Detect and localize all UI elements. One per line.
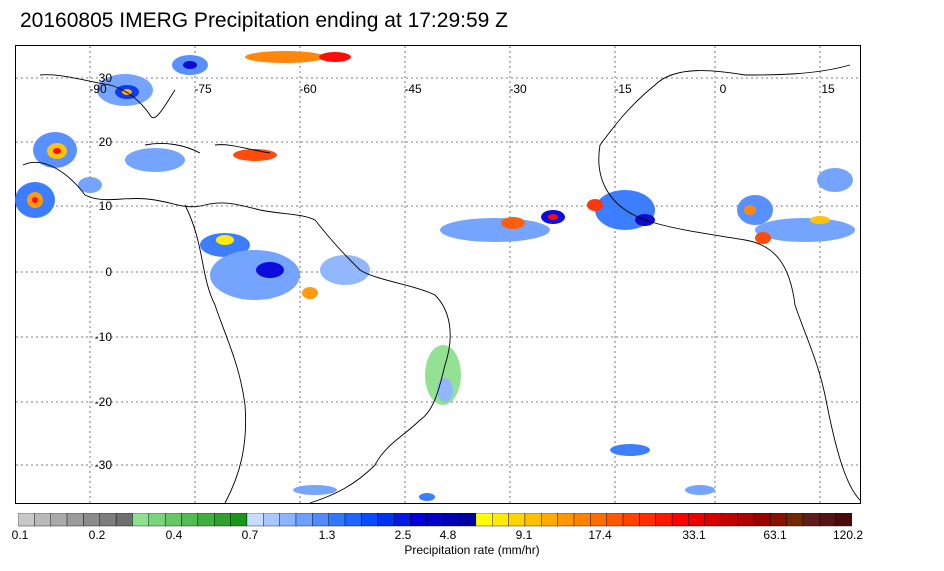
- colorbar-swatch: [704, 513, 722, 527]
- colorbar-swatch: [393, 513, 411, 527]
- colorbar-swatch: [99, 513, 117, 527]
- colorbar-swatch: [770, 513, 787, 527]
- colorbar-swatch: [622, 513, 640, 527]
- longitude-label: -60: [299, 82, 317, 96]
- colorbar-swatch: [377, 513, 395, 527]
- colorbar-swatch: [246, 513, 264, 527]
- colorbar-swatch: [492, 513, 509, 527]
- colorbar-swatch: [835, 513, 852, 527]
- precipitation-field: [15, 51, 855, 501]
- colorbar-caption: Precipitation rate (mm/hr): [404, 543, 540, 557]
- colorbar-swatch: [524, 513, 542, 527]
- colorbar-tick-label: 33.1: [682, 528, 706, 542]
- colorbar-swatch: [83, 513, 100, 527]
- colorbar-swatch: [590, 513, 607, 527]
- colorbar-swatch: [639, 513, 656, 527]
- colorbar-swatch: [115, 513, 133, 527]
- colorbar-swatch: [557, 513, 575, 527]
- colorbar-swatch: [753, 513, 771, 527]
- colorbar-swatch: [50, 513, 68, 527]
- longitude-labels: -90 -75 -60 -45 -30 -15 0 15: [89, 82, 835, 96]
- colorbar-swatch: [197, 513, 215, 527]
- colorbar-swatch: [34, 513, 51, 527]
- colorbar-swatch: [18, 513, 35, 527]
- colorbar-swatch: [164, 513, 182, 527]
- colorbar-swatch: [720, 513, 738, 527]
- latitude-labels: 30 20 10 0 -10 -20 -30: [95, 71, 113, 472]
- map-title: 20160805 IMERG Precipitation ending at 1…: [20, 9, 508, 32]
- longitude-label: -45: [404, 82, 422, 96]
- lat-lon-grid: [16, 46, 860, 503]
- colorbar-swatch: [459, 513, 477, 527]
- colorbar-tick-labels: 0.1 0.2 0.4 0.7 1.3 2.5 4.8 9.1 17.4 33.1 63.1 120.…: [0, 528, 944, 544]
- latitude-label: 0: [105, 265, 112, 279]
- longitude-label: 0: [720, 82, 727, 96]
- latitude-label: 20: [99, 135, 113, 149]
- colorbar-swatch: [541, 513, 558, 527]
- colorbar-tick-label: 2.5: [394, 528, 412, 542]
- colorbar-tick-label: 0.4: [165, 528, 183, 542]
- colorbar-swatch: [508, 513, 526, 527]
- longitude-label: -15: [614, 82, 632, 96]
- colorbar-tick-label: 9.1: [515, 528, 533, 542]
- colorbar-swatch: [475, 513, 493, 527]
- colorbar-swatch: [426, 513, 444, 527]
- colorbar-swatch: [442, 513, 460, 527]
- map-canvas: -90 -75 -60 -45 -30 -15 0 15 30 20 10 0 -10 -20 -30: [15, 45, 861, 504]
- latitude-label: -20: [95, 395, 113, 409]
- colorbar-swatch: [295, 513, 313, 527]
- colorbar-tick-label: 0.7: [241, 528, 259, 542]
- colorbar-tick-label: 0.2: [88, 528, 106, 542]
- colorbar-tick-label: 4.8: [439, 528, 457, 542]
- colorbar-swatch: [263, 513, 280, 527]
- colorbar-swatch: [279, 513, 297, 527]
- colorbar-swatch: [671, 513, 689, 527]
- colorbar-tick-label: 0.1: [11, 528, 29, 542]
- colorbar-tick-label: 17.4: [588, 528, 612, 542]
- colorbar-swatch: [344, 513, 362, 527]
- colorbar-swatch: [573, 513, 591, 527]
- colorbar-swatch: [737, 513, 755, 527]
- colorbar-swatch: [214, 513, 231, 527]
- longitude-label: -90: [89, 82, 107, 96]
- colorbar-swatch: [802, 513, 820, 527]
- latitude-label: -10: [95, 330, 113, 344]
- colorbar-swatch: [148, 513, 166, 527]
- colorbar-swatch: [132, 513, 150, 527]
- colorbar-swatch: [181, 513, 199, 527]
- map-border: [15, 45, 861, 504]
- colorbar-tick-label: 1.3: [318, 528, 336, 542]
- colorbar-swatch: [688, 513, 706, 527]
- colorbar-swatch: [606, 513, 624, 527]
- colorbar-swatch: [410, 513, 428, 527]
- colorbar-swatch: [819, 513, 836, 527]
- latitude-label: 10: [99, 199, 113, 213]
- colorbar-tick-label: 120.2: [832, 528, 864, 542]
- colorbar-swatch: [328, 513, 346, 527]
- longitude-label: -30: [509, 82, 527, 96]
- colorbar: [18, 513, 852, 527]
- colorbar-tick-label: 63.1: [763, 528, 787, 542]
- colorbar-swatch: [230, 513, 248, 527]
- colorbar-swatch: [312, 513, 329, 527]
- colorbar-swatch: [655, 513, 673, 527]
- colorbar-swatch: [361, 513, 378, 527]
- longitude-label: 15: [821, 82, 835, 96]
- longitude-label: -75: [194, 82, 212, 96]
- latitude-label: 30: [99, 71, 113, 85]
- colorbar-swatch: [786, 513, 804, 527]
- precipitation-map: -90 -75 -60 -45 -30 -15 0 15 30 20 10 0 -10 -20 -30: [15, 45, 861, 504]
- colorbar-swatch: [66, 513, 84, 527]
- coastlines: [22, 64, 861, 504]
- latitude-label: -30: [95, 458, 113, 472]
